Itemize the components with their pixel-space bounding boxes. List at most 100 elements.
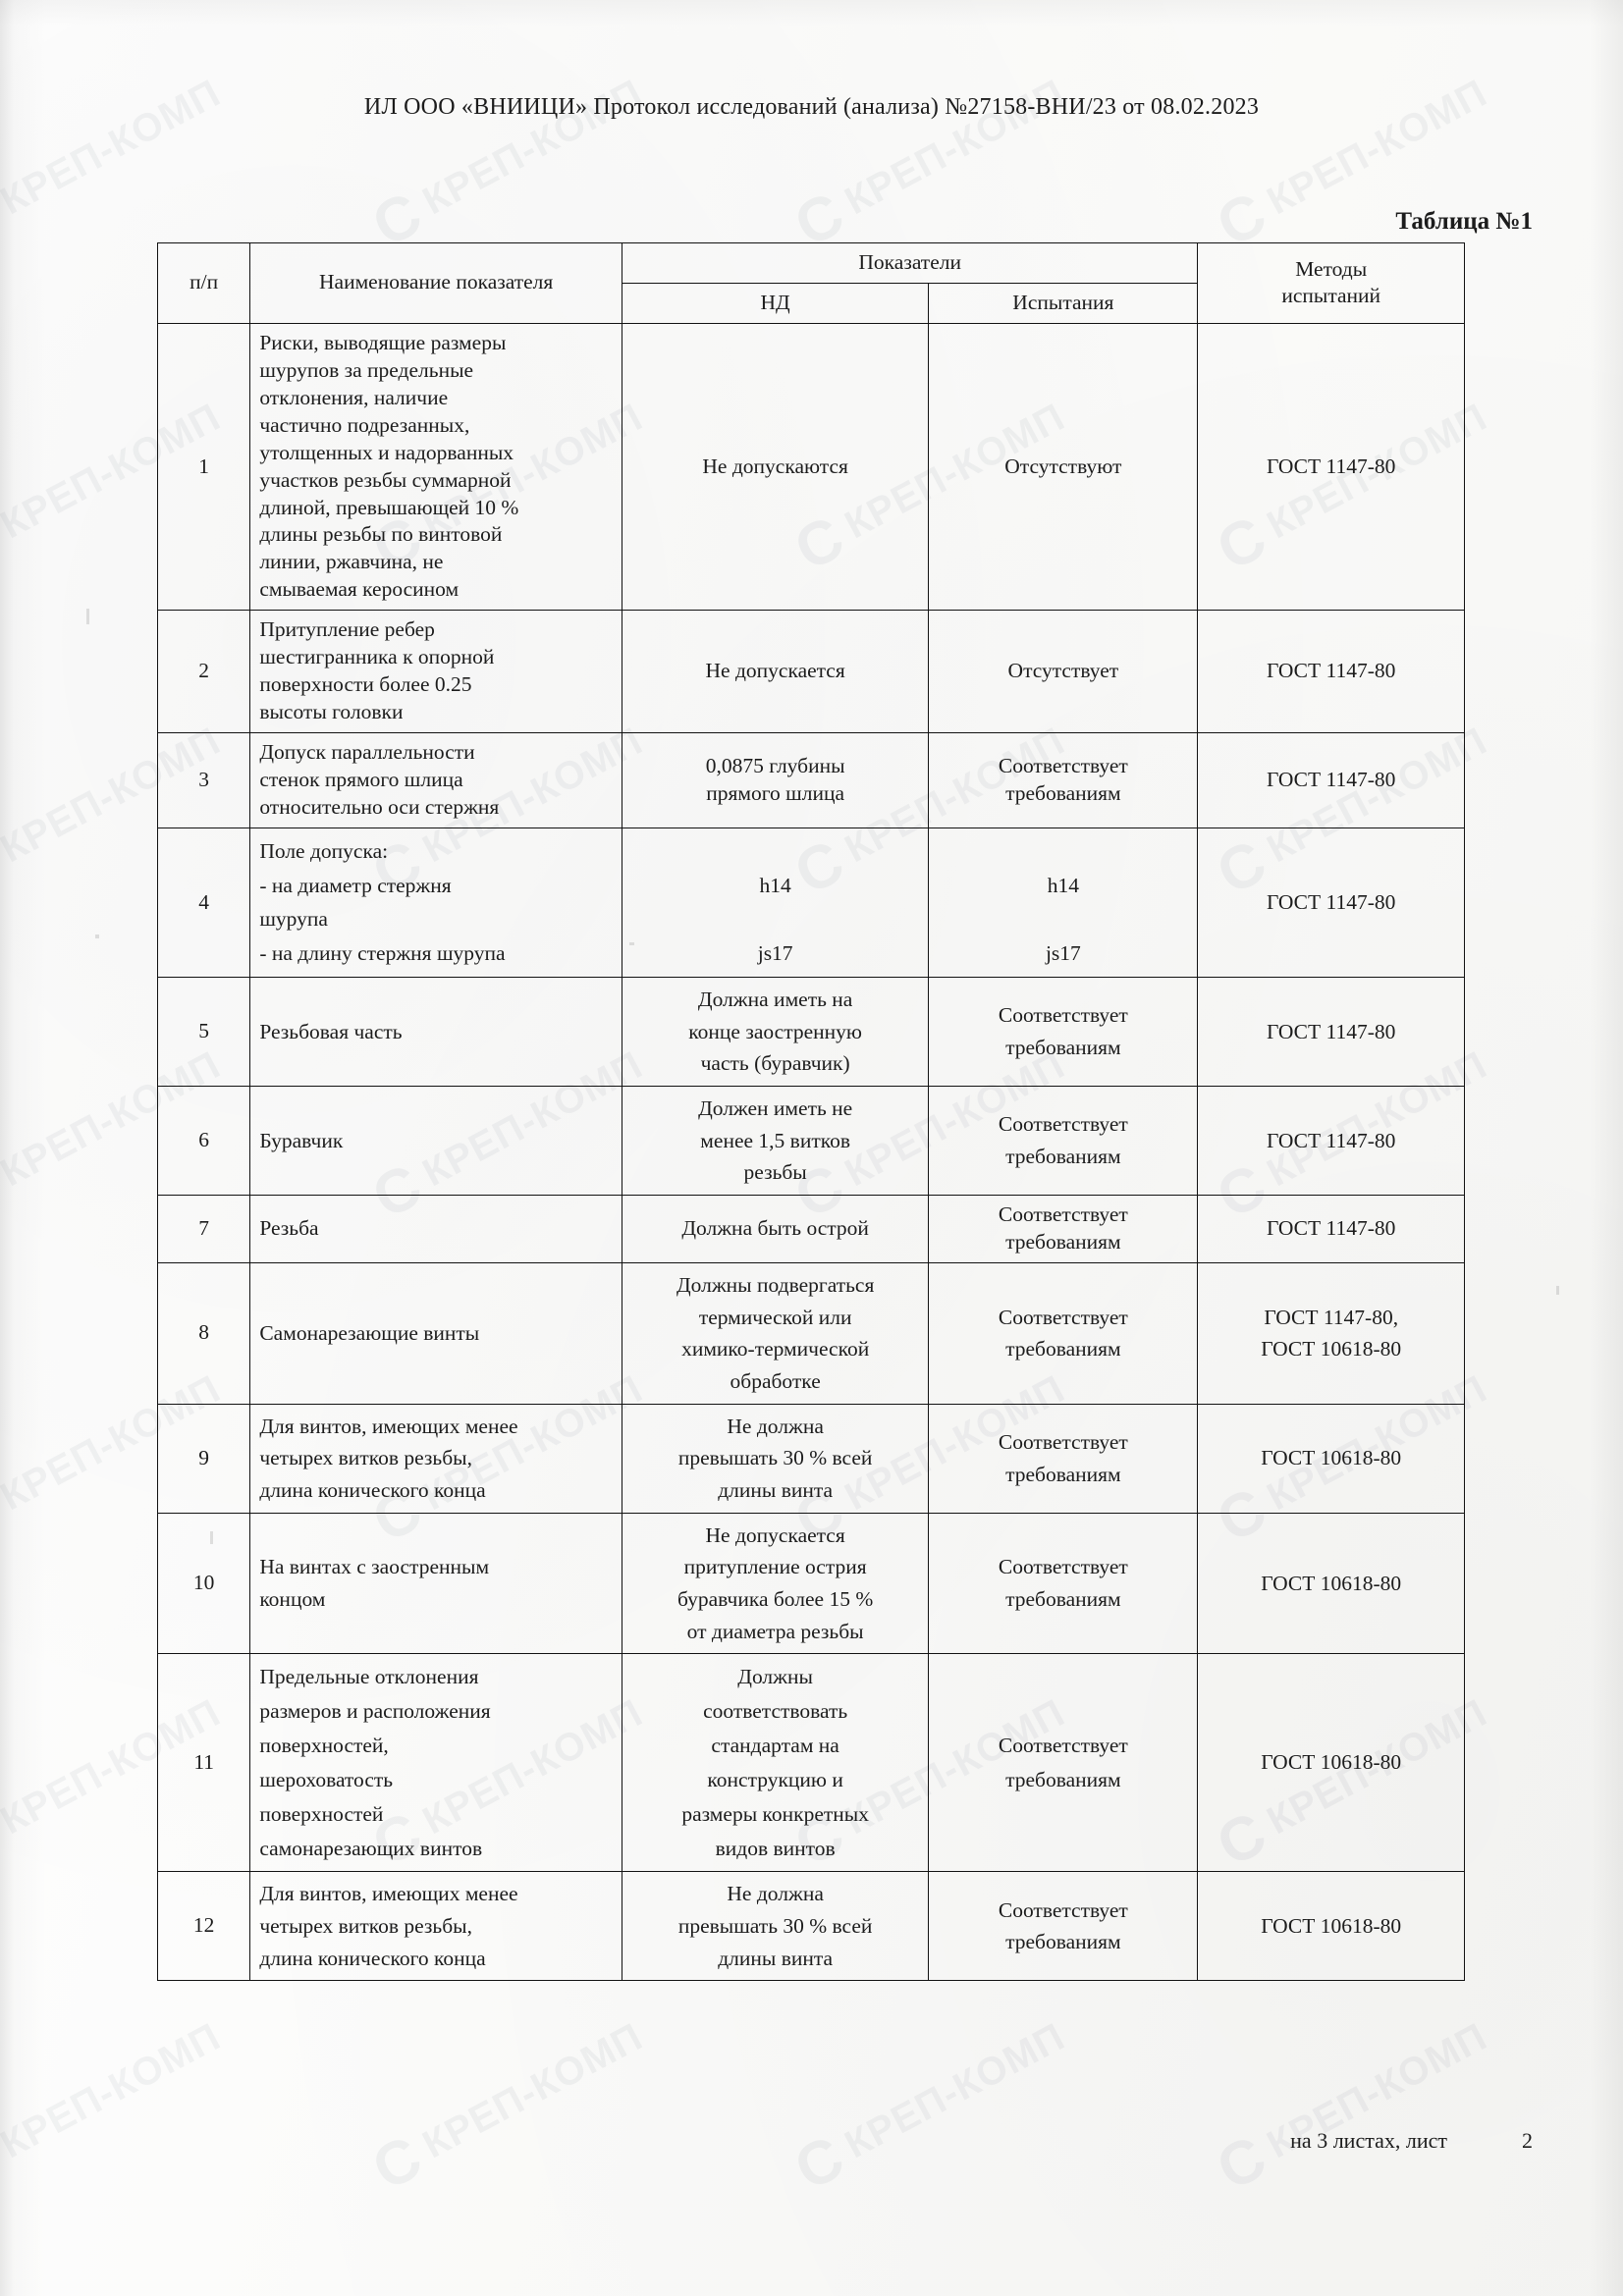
test-value: Отсутствует bbox=[928, 610, 1199, 733]
watermark: C КРЕП-КОМП bbox=[784, 2013, 1073, 2204]
indicator-name-line: размеров и расположения bbox=[259, 1699, 491, 1724]
indicator-name-line: На винтах с заостренным bbox=[259, 1555, 490, 1579]
test-method: ГОСТ 1147-80 bbox=[1197, 732, 1465, 828]
test-value-line: требованиям bbox=[1005, 1767, 1121, 1791]
test-value: Соответствует требованиям bbox=[928, 1403, 1199, 1514]
column-header-number: п/п bbox=[156, 242, 251, 324]
watermark-logo-icon: C bbox=[0, 1150, 12, 1232]
row-number: 9 bbox=[156, 1403, 251, 1514]
nd-value: 0,0875 глубины прямого шлица bbox=[621, 732, 930, 828]
row-number: 11 bbox=[156, 1653, 251, 1873]
watermark: C КРЕП-КОМП bbox=[362, 2013, 651, 2204]
test-method-line: ГОСТ 10618-80 bbox=[1261, 1571, 1402, 1595]
watermark-logo-icon: C bbox=[0, 503, 12, 584]
watermark: C КРЕП-КОМП bbox=[0, 2013, 229, 2204]
table-row: 3 Допуск параллельности стенок прямого шли… bbox=[156, 732, 1465, 828]
nd-value: Должен иметь не менее 1,5 витков резьбы bbox=[621, 1086, 930, 1197]
nd-value-line: js17 bbox=[757, 941, 793, 966]
test-value-line: Соответствует bbox=[998, 753, 1128, 777]
nd-value-line: Не допускаются bbox=[702, 454, 848, 478]
indicator-name-line: стенок прямого шлица bbox=[259, 767, 463, 791]
nd-value-line: обработке bbox=[730, 1369, 821, 1394]
indicator-name: Поле допуска: - на диаметр стержня шурупа -… bbox=[249, 827, 622, 979]
table-body: 1 Риски, выводящие размеры шурупов за пред… bbox=[156, 322, 1465, 1982]
test-value: Соответствует требованиям bbox=[928, 1195, 1199, 1264]
test-value-line: Соответствует bbox=[998, 1112, 1128, 1137]
nd-value-line: конце заостренную bbox=[688, 1019, 862, 1043]
indicator-name: Для винтов, имеющих менее четырех витков … bbox=[249, 1403, 622, 1514]
test-method: ГОСТ 1147-80, ГОСТ 10618-80 bbox=[1197, 1262, 1465, 1405]
test-method-line: ГОСТ 1147-80 bbox=[1267, 454, 1396, 478]
indicator-name-line: Для винтов, имеющих менее bbox=[259, 1882, 518, 1906]
footer-page-number: 2 bbox=[1522, 2128, 1533, 2153]
test-methods-line-1: Методы bbox=[1295, 256, 1368, 281]
table-header-row-1: п/п Наименование показателя Показатели М… bbox=[156, 242, 1465, 324]
indicator-name-line: шероховатость bbox=[259, 1767, 394, 1791]
test-method-line: ГОСТ 1147-80 bbox=[1267, 890, 1396, 915]
test-value: Соответствует требованиям bbox=[928, 1653, 1199, 1873]
indicator-name-line: Притупление ребер bbox=[259, 617, 435, 642]
test-method-line: ГОСТ 1147-80, bbox=[1264, 1305, 1399, 1329]
test-method-line: ГОСТ 10618-80 bbox=[1261, 1337, 1402, 1362]
column-header-nd: НД bbox=[621, 282, 930, 324]
indicator-name-line: смываемая керосином bbox=[259, 577, 460, 602]
test-value-line: требованиям bbox=[1005, 780, 1121, 805]
nd-value-line: конструкцию и bbox=[707, 1767, 843, 1791]
nd-value: Должны соответствовать стандартам на констр… bbox=[621, 1653, 930, 1873]
indicator-name-line: высоты головки bbox=[259, 700, 404, 724]
indicator-name-line: Резьба bbox=[259, 1216, 319, 1241]
row-number: 6 bbox=[156, 1086, 251, 1197]
nd-value-line: притупление острия bbox=[683, 1555, 867, 1579]
nd-value-line: Должна иметь на bbox=[697, 988, 853, 1012]
indicator-name: Допуск параллельности стенок прямого шлиц… bbox=[249, 732, 622, 828]
table-row: 8 Самонарезающие винты Должны подвергаться… bbox=[156, 1262, 1465, 1405]
nd-value: Должна иметь на конце заостренную часть (б… bbox=[621, 977, 930, 1088]
test-value-line: Соответствует bbox=[998, 1202, 1128, 1227]
indicator-name-line: шестигранника к опорной bbox=[259, 645, 495, 669]
row-number: 4 bbox=[156, 827, 251, 979]
indicator-name-line: четырех витков резьбы, bbox=[259, 1914, 472, 1939]
test-value-line: требованиям bbox=[1005, 1036, 1121, 1060]
indicator-name-line: поверхности более 0.25 bbox=[259, 672, 472, 697]
nd-value-line: превышать 30 % всей bbox=[677, 1446, 873, 1470]
indicator-name-line: длины резьбы по винтовой bbox=[259, 522, 503, 547]
nd-value-line: Должна быть острой bbox=[681, 1216, 869, 1241]
test-value: h14 js17 bbox=[928, 827, 1199, 979]
table-row: 5 Резьбовая часть Должна иметь на конце зао… bbox=[156, 977, 1465, 1088]
test-value-line: требованиям bbox=[1005, 1337, 1121, 1362]
test-value-line: требованиям bbox=[1005, 1930, 1121, 1954]
indicator-name: Резьба bbox=[249, 1195, 622, 1264]
indicator-name: Риски, выводящие размеры шурупов за преде… bbox=[249, 322, 622, 612]
indicator-name-line: частично подрезанных, bbox=[259, 412, 470, 437]
indicator-name-line: Поле допуска: bbox=[259, 838, 389, 863]
nd-value-line bbox=[631, 834, 919, 869]
watermark-label: КРЕП-КОМП bbox=[0, 2015, 228, 2167]
row-number: 7 bbox=[156, 1195, 251, 1264]
indicator-name-line: Допуск параллельности bbox=[259, 740, 475, 764]
test-value: Соответствует требованиям bbox=[928, 732, 1199, 828]
nd-value: h14 js17 bbox=[621, 827, 930, 979]
row-number: 2 bbox=[156, 610, 251, 733]
nd-value-line: Не должна bbox=[727, 1882, 824, 1906]
table-row: 6 Буравчик Должен иметь не менее 1,5 витков… bbox=[156, 1086, 1465, 1197]
nd-value-line: часть (буравчик) bbox=[700, 1051, 850, 1076]
test-value-line: js17 bbox=[1045, 941, 1081, 966]
test-method-line: ГОСТ 1147-80 bbox=[1267, 1019, 1396, 1043]
test-value-line: Отсутствуют bbox=[1004, 454, 1122, 478]
test-value-line: требованиям bbox=[1005, 1462, 1121, 1486]
indicator-name-line: длина конического конца bbox=[259, 1946, 486, 1970]
test-value: Соответствует требованиям bbox=[928, 1086, 1199, 1197]
test-method-line: ГОСТ 10618-80 bbox=[1261, 1446, 1402, 1470]
watermark-logo-icon: C bbox=[1206, 2122, 1278, 2204]
document-header-line: ИЛ ООО «ВНИИЦИ» Протокол исследований (а… bbox=[363, 94, 1260, 120]
test-value-line: требованиям bbox=[1005, 1145, 1121, 1169]
watermark: C КРЕП-КОМП bbox=[1206, 2013, 1495, 2204]
indicator-name-line: Предельные отклонения bbox=[259, 1665, 479, 1689]
row-number: 10 bbox=[156, 1512, 251, 1655]
test-value-line: h14 bbox=[1047, 873, 1079, 897]
nd-value-line bbox=[631, 902, 919, 936]
watermark-label: КРЕП-КОМП bbox=[838, 2015, 1072, 2167]
row-number: 3 bbox=[156, 732, 251, 828]
row-number: 8 bbox=[156, 1262, 251, 1405]
nd-value-line: Не допускается bbox=[705, 1522, 845, 1547]
